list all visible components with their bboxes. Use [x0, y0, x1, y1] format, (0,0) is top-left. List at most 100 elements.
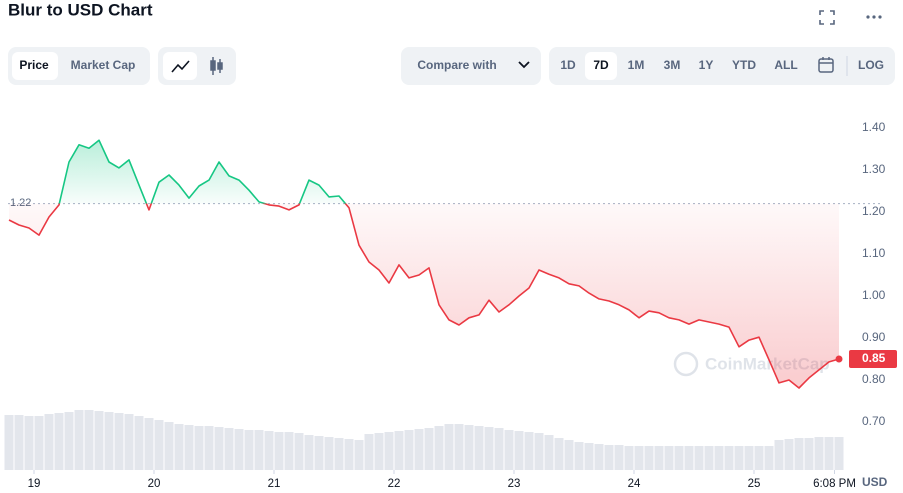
range-button[interactable]: 1M	[628, 58, 645, 72]
volume-bar	[674, 446, 684, 470]
volume-bar	[104, 412, 114, 470]
volume-bar	[364, 434, 374, 470]
range-active	[585, 52, 617, 80]
volume-bar	[274, 432, 284, 470]
tab[interactable]: Price	[19, 58, 49, 72]
volume-bar	[654, 446, 664, 470]
volume-bar	[504, 430, 514, 470]
candle-icon[interactable]	[210, 57, 223, 75]
volume-bar	[644, 446, 654, 470]
currency-label: USD	[862, 475, 888, 489]
volume-bar	[444, 424, 454, 470]
volume-bar	[224, 428, 234, 470]
chevron	[518, 61, 530, 69]
x-tick-label: 25	[748, 478, 761, 490]
volume-bar	[484, 427, 494, 470]
range-button[interactable]: 1Y	[699, 58, 714, 72]
volume-bar	[194, 426, 204, 470]
volume-bar	[704, 446, 714, 470]
y-tick-label: 1.00	[862, 288, 886, 302]
volume-bar	[214, 427, 224, 470]
volume-bar	[754, 446, 764, 470]
volume-bar	[624, 446, 634, 470]
volume-bar	[694, 446, 704, 470]
volume-bar	[534, 433, 544, 470]
x-tick-label: 20	[148, 478, 161, 490]
volume-bar	[734, 446, 744, 470]
volume-bar	[264, 431, 274, 470]
volume-bar	[544, 435, 554, 470]
volume-bar	[804, 438, 814, 470]
range-group	[549, 47, 895, 85]
compare-button[interactable]	[401, 47, 541, 85]
volume-bar	[314, 436, 324, 470]
range-button[interactable]: 1D	[560, 58, 576, 72]
volume-bar	[284, 432, 294, 470]
y-tick-label: 1.30	[862, 162, 886, 176]
volume-bar	[164, 422, 174, 470]
volume-bar	[464, 425, 474, 470]
volume-bar	[144, 418, 154, 470]
volume-bar	[74, 410, 84, 470]
volume-bar	[384, 432, 394, 470]
volume-bar	[244, 430, 254, 470]
volume-bar	[114, 413, 124, 470]
y-tick-label: 1.40	[862, 120, 886, 134]
range-button[interactable]: 7D	[593, 58, 609, 72]
volume-bar	[234, 429, 244, 470]
volume-bar	[764, 446, 774, 470]
line-icon	[171, 60, 190, 73]
volume-bar	[454, 424, 464, 470]
volume-bar	[34, 416, 44, 470]
volume-bar	[564, 440, 574, 470]
volume-bar	[84, 410, 94, 470]
volume-bar	[14, 415, 24, 470]
x-tick-label: 21	[268, 478, 281, 490]
calendar-icon[interactable]	[818, 57, 834, 73]
tab[interactable]: Market Cap	[71, 58, 136, 72]
range-button[interactable]: YTD	[732, 58, 756, 72]
volume-bar	[514, 431, 524, 470]
volume-bar	[834, 437, 844, 470]
volume-bar	[4, 415, 14, 470]
y-tick-label: 0.90	[862, 330, 886, 344]
range-button[interactable]: 3M	[664, 58, 681, 72]
log-button[interactable]: LOG	[858, 58, 884, 72]
volume-bar	[814, 437, 824, 470]
tab-active	[12, 52, 58, 80]
compare-label: Compare with	[417, 58, 496, 72]
volume-bar	[54, 413, 64, 470]
volume-bar	[614, 445, 624, 470]
chart-title: Blur to USD Chart	[8, 0, 153, 19]
x-tick-label: 23	[508, 478, 521, 490]
last-point	[835, 355, 843, 363]
volume-bar	[154, 420, 164, 470]
volume-bar	[774, 440, 784, 470]
fullscreen-icon[interactable]	[819, 10, 835, 25]
volume-bar	[824, 437, 834, 470]
volume-bar	[344, 439, 354, 470]
volume-bar	[374, 433, 384, 470]
volume-bar	[64, 412, 74, 470]
x-tick-label: 6:08 PM	[813, 478, 856, 490]
x-tick-label: 22	[388, 478, 401, 490]
volume-bar	[94, 411, 104, 470]
y-tick-label: 0.70	[862, 414, 886, 428]
volume-bar	[124, 414, 134, 470]
volume-bar	[584, 443, 594, 470]
volume-bar	[714, 446, 724, 470]
volume-bar	[684, 446, 694, 470]
price-tag-label: 0.85	[862, 351, 886, 365]
price-tag	[849, 350, 897, 368]
volume-bar	[724, 446, 734, 470]
volume-bar	[304, 435, 314, 470]
y-tick-label: 1.20	[862, 204, 886, 218]
more-icon[interactable]	[866, 15, 882, 19]
volume-bar	[414, 429, 424, 470]
volume-bar	[24, 416, 34, 470]
volume-bar	[334, 438, 344, 470]
volume-bar	[664, 446, 674, 470]
range-button[interactable]: ALL	[774, 58, 797, 72]
volume-bar	[634, 446, 644, 470]
volume-bar	[324, 437, 334, 470]
